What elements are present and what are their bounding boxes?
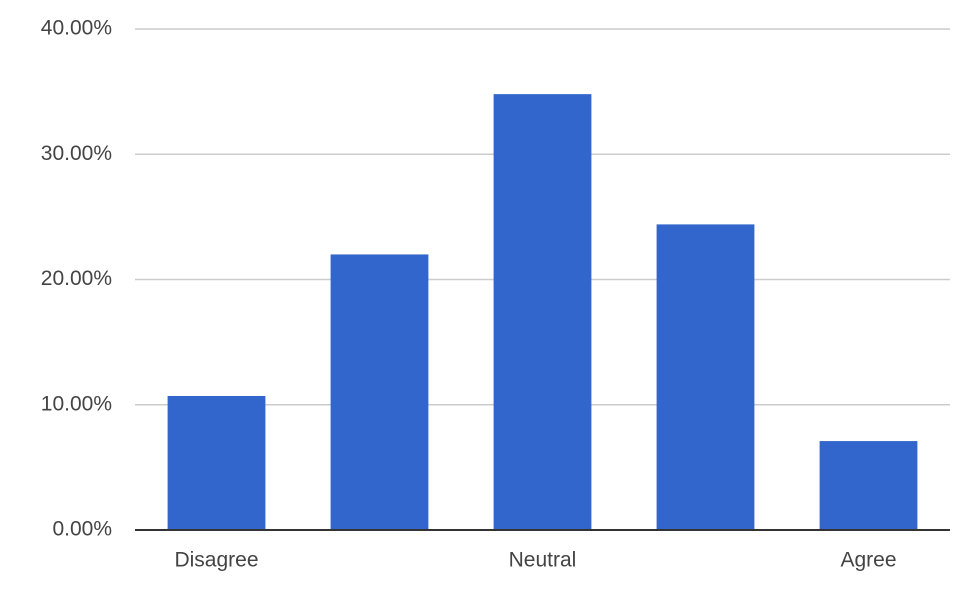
y-tick-label: 0.00% xyxy=(52,518,112,541)
bar xyxy=(656,224,755,530)
y-tick-label: 40.00% xyxy=(41,17,112,40)
bar xyxy=(167,395,266,530)
x-tick-label: Neutral xyxy=(509,549,577,572)
x-tick-label: Disagree xyxy=(174,549,258,572)
bar xyxy=(330,254,429,530)
y-tick-label: 10.00% xyxy=(41,392,112,415)
y-tick-label: 30.00% xyxy=(41,142,112,165)
bar xyxy=(493,94,592,530)
y-tick-label: 20.00% xyxy=(41,267,112,290)
bar xyxy=(819,441,918,530)
x-tick-label: Agree xyxy=(840,549,896,572)
